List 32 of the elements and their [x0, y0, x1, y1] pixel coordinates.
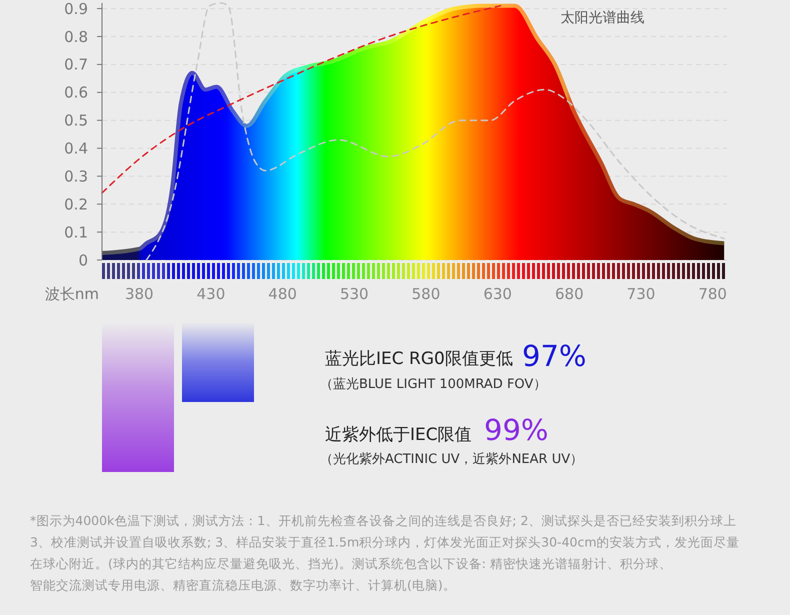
text: （蓝光BLUE LIGHT 100MRAD FOV）: [320, 377, 546, 392]
text: *图示为4000k色温下测试，测试方法：1、开机前先检查各设备之间的连线是否良好; 2、测试探头是否已经安装到积分球上: [30, 513, 736, 528]
x-tick-label: 530: [340, 285, 369, 303]
text: 99%: [484, 413, 548, 447]
y-tick-label: 0.8: [64, 28, 88, 46]
y-tick-label: 0: [78, 251, 88, 270]
y-tick-label: 0.1: [64, 223, 88, 242]
y-tick-label: 0.9: [64, 0, 88, 18]
y-tick-label: 0.3: [64, 167, 88, 186]
x-axis-title: 波长nm: [44, 285, 99, 303]
text: 蓝光比IEC RG0限值更低: [325, 349, 513, 369]
y-tick-label: 0.7: [64, 56, 88, 74]
text: 近紫外低于IEC限值: [325, 425, 472, 445]
x-tick-label: 430: [196, 285, 226, 303]
x-tick-label: 380: [124, 285, 154, 303]
x-tick-label: 480: [268, 285, 297, 303]
text: 太阳光谱曲线: [560, 10, 645, 26]
x-tick-label: 730: [626, 285, 656, 303]
line-series: [101, 5, 502, 194]
text: 智能交流测试专用电源、精密直流稳压电源、数字功率计、计算机(电脑)。: [30, 578, 456, 592]
y-tick-label: 0.5: [64, 112, 88, 130]
x-tick-label: 630: [483, 285, 512, 303]
y-tick-label: 0.2: [64, 195, 88, 214]
text: 3、校准测试并设置自吸收系数; 3、样品安装于直径1.5m积分球内，灯体发光面正对探头30-40cm的安装方式，发光面尽量: [30, 534, 740, 550]
text: （光化紫外ACTINIC UV，近紫外NEAR UV）: [320, 452, 584, 467]
text: 在球心附近。(球内的其它结构应尽量避免吸光、挡光)。测试系统包含以下设备: 精密快速光谱辐射计、积分球、: [30, 556, 672, 571]
text: 97%: [522, 339, 586, 373]
y-tick-label: 0.4: [64, 140, 88, 158]
y-tick-label: 0.6: [64, 84, 88, 102]
x-tick-label: 580: [412, 285, 440, 303]
x-tick-label: 680: [554, 285, 584, 303]
x-tick-label: 780: [698, 285, 727, 303]
